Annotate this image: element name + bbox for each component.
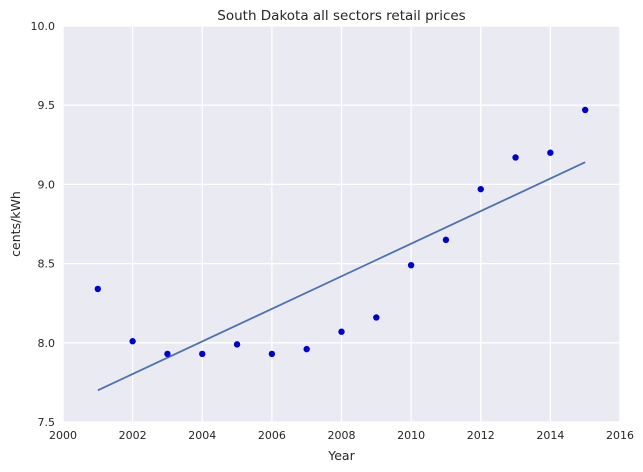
data-point (547, 149, 554, 156)
data-point (477, 185, 484, 193)
data-point (303, 345, 310, 353)
x-tick-label: 2016 (606, 429, 634, 442)
data-point (338, 328, 345, 335)
x-tick-label: 2004 (188, 429, 216, 442)
data-point (512, 154, 519, 161)
data-point (199, 350, 206, 358)
x-tick-label: 2002 (119, 429, 147, 442)
y-tick-label: 8.0 (38, 337, 56, 350)
x-tick-label: 2006 (258, 429, 286, 442)
y-tick-label: 10.0 (31, 20, 56, 33)
data-point (442, 236, 450, 244)
x-tick-label: 2012 (467, 429, 495, 442)
trend-line (97, 161, 586, 392)
y-tick-label: 9.5 (38, 99, 56, 112)
x-tick-label: 2010 (397, 429, 425, 442)
x-tick-label: 2008 (328, 429, 356, 442)
y-tick-label: 8.5 (38, 258, 56, 271)
x-axis-label: Year (327, 448, 355, 463)
data-point (407, 261, 415, 269)
data-point (268, 350, 276, 358)
data-point (94, 285, 102, 293)
y-tick-label: 7.5 (38, 416, 56, 429)
series (94, 106, 589, 392)
data-point (581, 106, 589, 114)
grid (62, 25, 621, 423)
chart-title: South Dakota all sectors retail prices (217, 8, 465, 24)
tick-labels: 2000 2002 2004 2006 2008 2010 2012 2014 2016 7.5 8… (31, 20, 635, 442)
data-point (164, 350, 171, 358)
y-tick-label: 9.0 (38, 178, 56, 191)
data-point (233, 341, 241, 348)
x-tick-label: 2014 (536, 429, 564, 442)
data-point (129, 338, 136, 345)
x-tick-label: 2000 (49, 429, 77, 442)
y-axis-label: cents/kWh (8, 191, 23, 257)
data-point (373, 314, 380, 321)
